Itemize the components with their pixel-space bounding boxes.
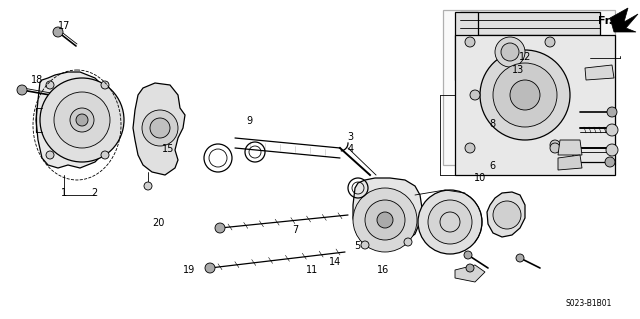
Text: 1: 1 <box>61 188 67 198</box>
Circle shape <box>501 43 519 61</box>
Circle shape <box>365 200 405 240</box>
Circle shape <box>606 144 618 156</box>
Polygon shape <box>443 10 615 165</box>
Circle shape <box>465 143 475 153</box>
Polygon shape <box>487 192 525 237</box>
Text: 8: 8 <box>490 119 496 130</box>
Text: 13: 13 <box>512 64 525 75</box>
Polygon shape <box>353 178 422 247</box>
Circle shape <box>150 118 170 138</box>
Text: 12: 12 <box>518 52 531 62</box>
Circle shape <box>480 50 570 140</box>
Circle shape <box>495 37 525 67</box>
Text: 3: 3 <box>348 132 354 142</box>
Circle shape <box>516 254 524 262</box>
Text: 15: 15 <box>161 144 174 154</box>
Polygon shape <box>460 12 600 35</box>
Text: 11: 11 <box>306 264 319 275</box>
Text: 19: 19 <box>182 264 195 275</box>
Text: 10: 10 <box>474 173 486 183</box>
Polygon shape <box>133 83 185 175</box>
Circle shape <box>545 37 555 47</box>
Text: 2: 2 <box>92 188 98 198</box>
Polygon shape <box>558 155 582 170</box>
Circle shape <box>54 92 110 148</box>
Polygon shape <box>455 12 478 80</box>
Circle shape <box>466 264 474 272</box>
Circle shape <box>465 37 475 47</box>
Circle shape <box>76 114 88 126</box>
Text: 17: 17 <box>58 21 70 31</box>
Circle shape <box>205 263 215 273</box>
Circle shape <box>46 151 54 159</box>
Circle shape <box>493 63 557 127</box>
Circle shape <box>215 223 225 233</box>
Circle shape <box>428 200 472 244</box>
Text: 4: 4 <box>348 144 354 154</box>
Polygon shape <box>558 140 582 155</box>
Circle shape <box>101 151 109 159</box>
Circle shape <box>144 182 152 190</box>
Text: 16: 16 <box>376 264 389 275</box>
Text: 6: 6 <box>490 161 496 171</box>
Polygon shape <box>455 35 615 175</box>
Circle shape <box>605 157 615 167</box>
Circle shape <box>17 85 27 95</box>
Circle shape <box>70 108 94 132</box>
Polygon shape <box>610 8 638 32</box>
Text: S023-B1B01: S023-B1B01 <box>566 299 612 308</box>
Text: 9: 9 <box>246 116 253 126</box>
Circle shape <box>353 188 417 252</box>
Text: 5: 5 <box>354 241 360 251</box>
Circle shape <box>464 251 472 259</box>
Polygon shape <box>455 265 485 282</box>
Circle shape <box>40 78 124 162</box>
Circle shape <box>470 90 480 100</box>
Circle shape <box>606 124 618 136</box>
Text: Fr.: Fr. <box>598 16 613 26</box>
Circle shape <box>418 190 482 254</box>
Text: 14: 14 <box>328 256 341 267</box>
Polygon shape <box>585 65 614 80</box>
Circle shape <box>493 201 521 229</box>
Circle shape <box>550 143 560 153</box>
Text: 7: 7 <box>292 225 299 235</box>
Text: 20: 20 <box>152 218 165 228</box>
Circle shape <box>607 107 617 117</box>
Text: 18: 18 <box>31 75 44 85</box>
Circle shape <box>101 81 109 89</box>
Circle shape <box>361 241 369 249</box>
Circle shape <box>377 212 393 228</box>
Polygon shape <box>36 72 115 168</box>
Circle shape <box>53 27 63 37</box>
Circle shape <box>142 110 178 146</box>
Circle shape <box>550 140 560 150</box>
Circle shape <box>404 238 412 246</box>
Circle shape <box>510 80 540 110</box>
Circle shape <box>46 81 54 89</box>
